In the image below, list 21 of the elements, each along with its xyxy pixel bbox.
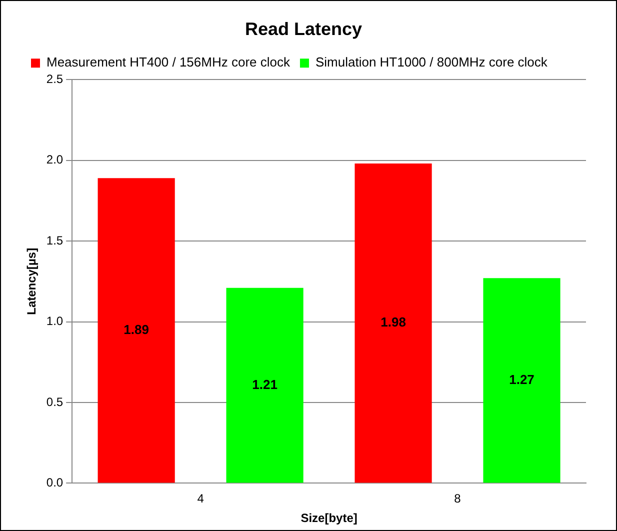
- legend-label: Simulation HT1000 / 800MHz core clock: [315, 54, 548, 70]
- y-tick-label: 1.5: [46, 233, 64, 248]
- y-axis-title: Latency[µs]: [24, 248, 39, 315]
- bar: [226, 288, 304, 483]
- legend-label: Measurement HT400 / 156MHz core clock: [46, 54, 290, 70]
- data-label: 1.98: [380, 314, 406, 330]
- y-tick-label: 0.5: [46, 394, 64, 409]
- y-tick-label: 2.5: [46, 72, 64, 86]
- x-tick-label: 4: [197, 492, 204, 506]
- chart-title: Read Latency: [244, 18, 362, 39]
- bar: [483, 278, 560, 483]
- y-tick-label: 0.0: [46, 476, 64, 490]
- y-tick-label: 1.0: [46, 314, 64, 328]
- data-label: 1.27: [509, 372, 534, 388]
- x-tick-label: 8: [454, 492, 462, 506]
- data-label: 1.89: [124, 322, 149, 337]
- y-tick-label: 2.0: [46, 152, 64, 167]
- bar: [354, 164, 432, 483]
- x-axis-title: Size[byte]: [300, 511, 358, 526]
- data-label: 1.21: [252, 376, 278, 392]
- bar: [98, 178, 175, 483]
